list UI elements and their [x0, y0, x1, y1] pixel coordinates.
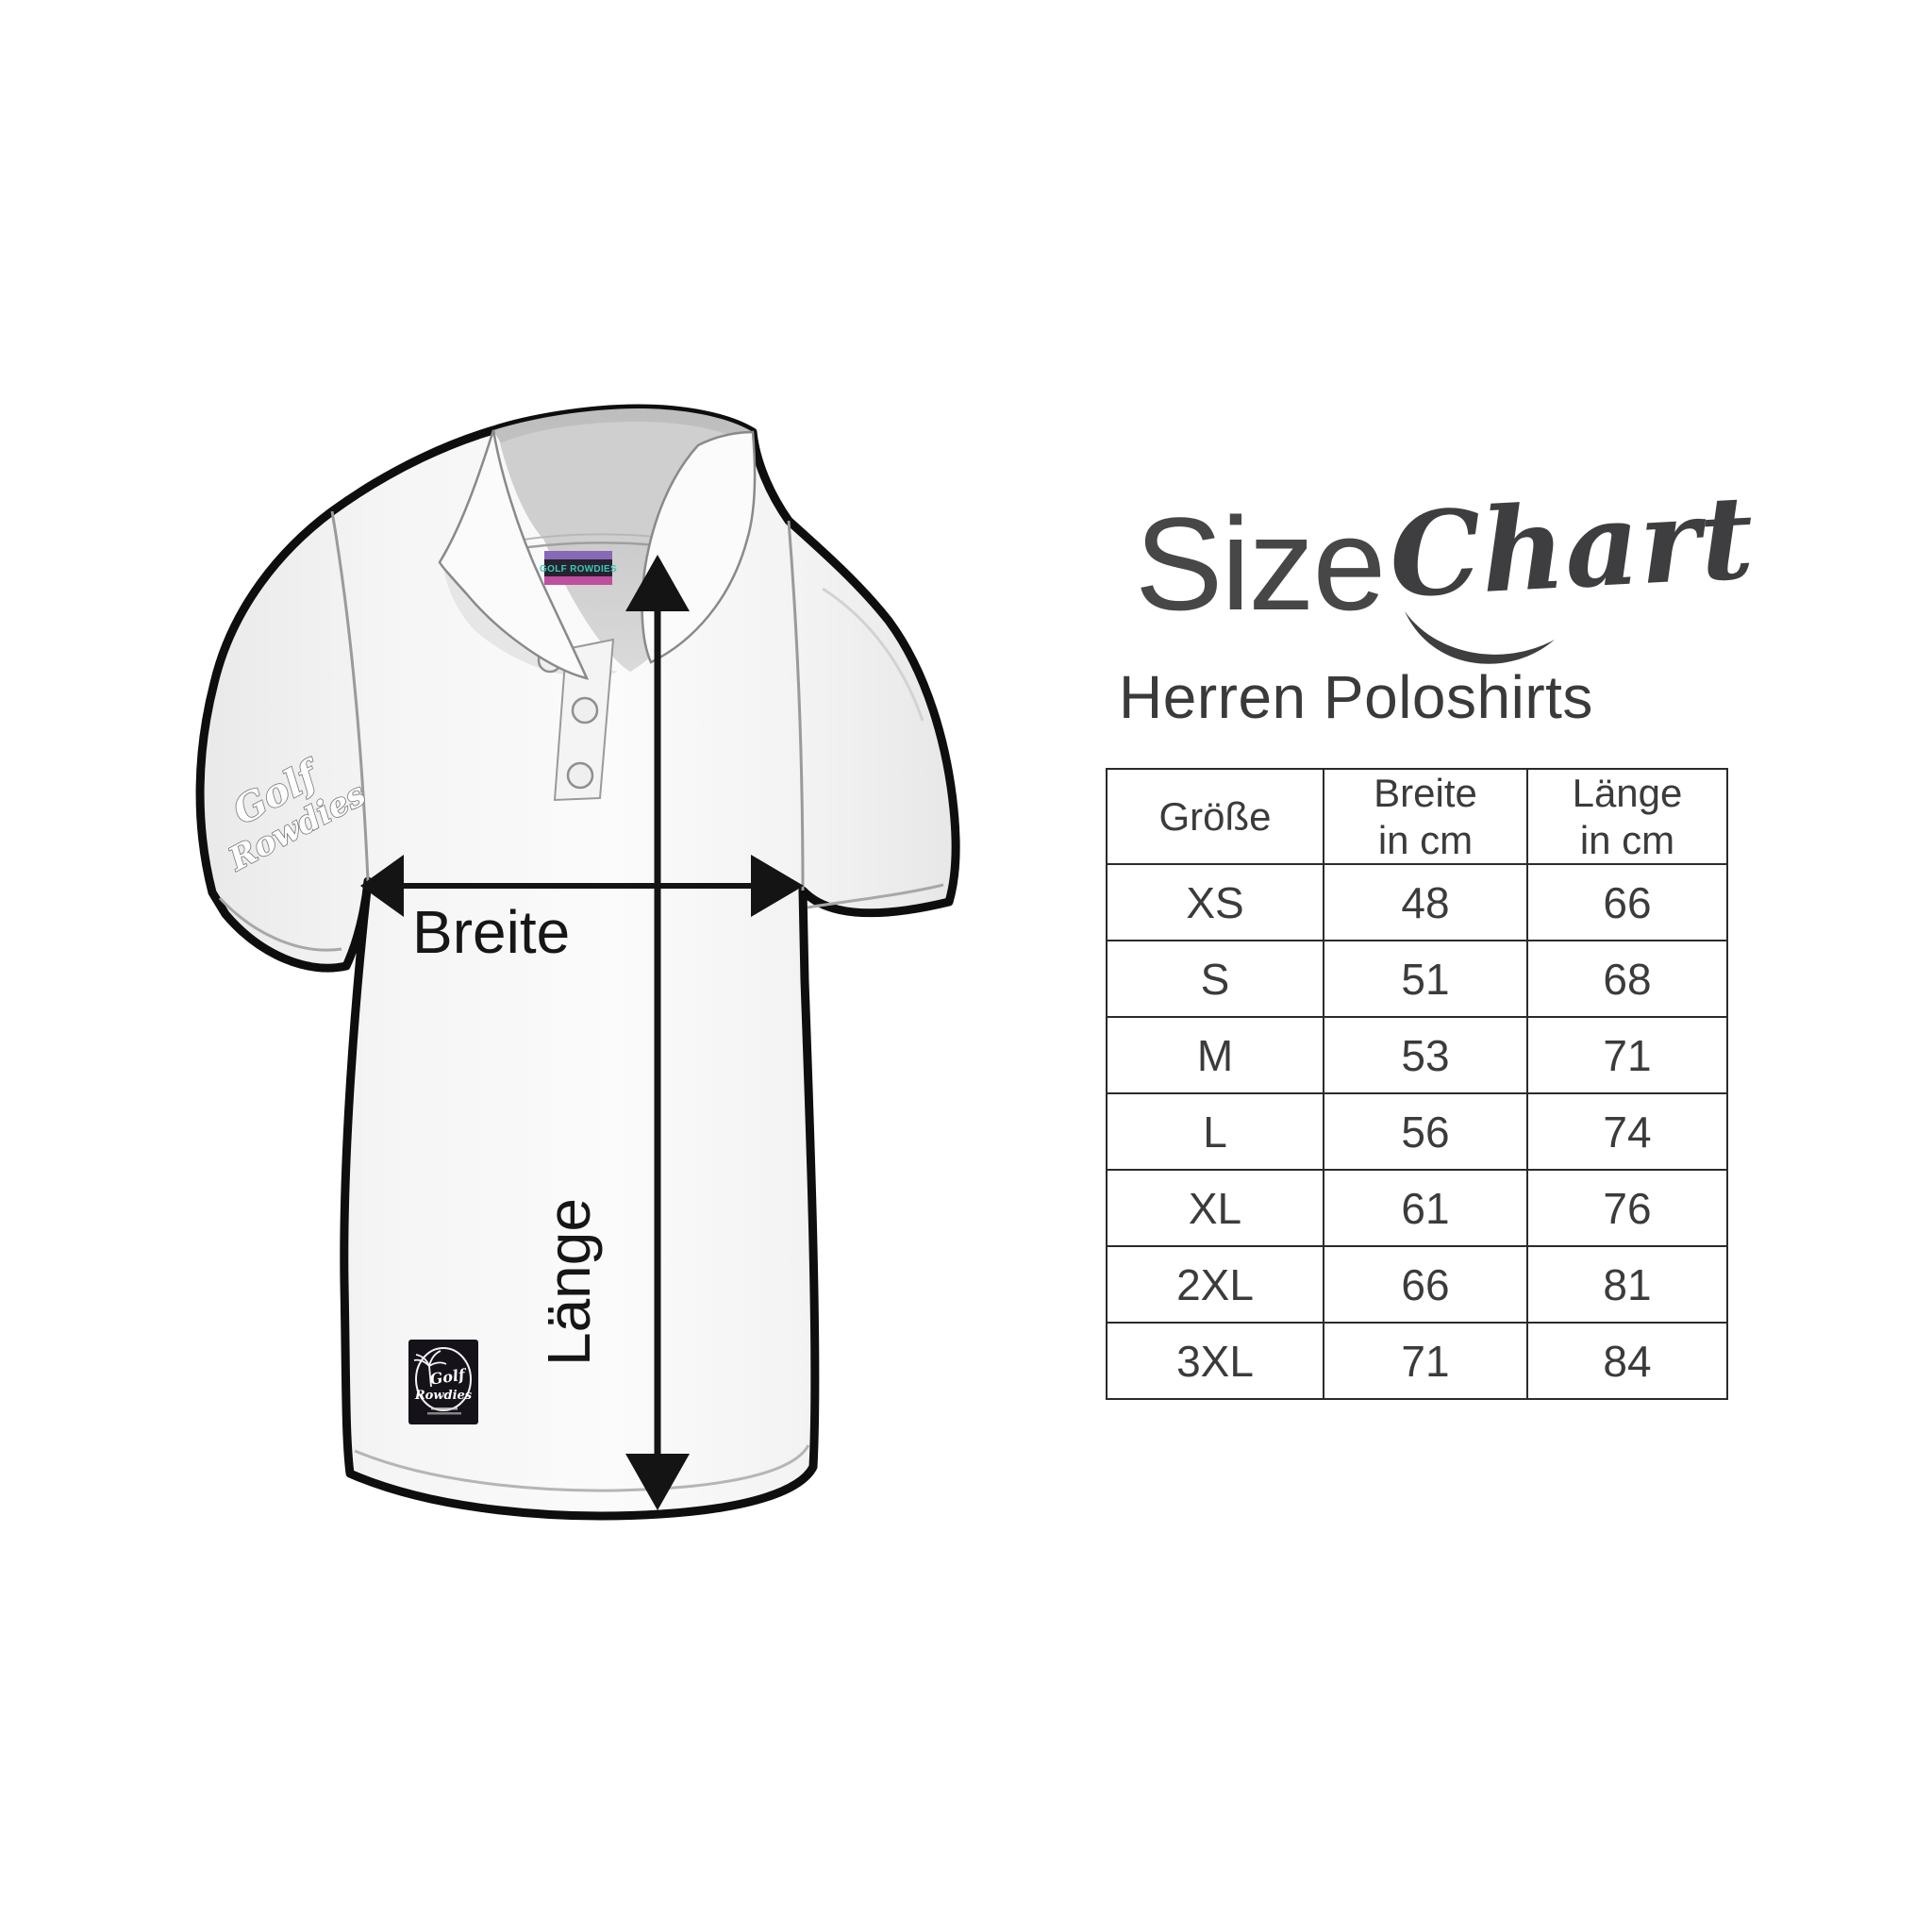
- page-title-script: Chart: [1386, 469, 1757, 624]
- length-label: Länge: [535, 1198, 603, 1366]
- patch-line2: Rowdies: [414, 1389, 473, 1403]
- table-row-l: L 56 74: [1106, 1092, 1728, 1172]
- collar-flap-left: [438, 429, 590, 680]
- breite-cell: 51: [1323, 940, 1528, 1019]
- breite-cell: 53: [1323, 1016, 1528, 1095]
- size-cell: M: [1106, 1016, 1324, 1095]
- table-row-m: M 53 71: [1106, 1016, 1728, 1095]
- length-arrowhead-bottom: [625, 1454, 690, 1510]
- col-header-laenge: Länge in cm: [1526, 767, 1728, 866]
- page-title-main: Size: [1135, 490, 1386, 638]
- palm-tree-icon: [413, 1350, 447, 1388]
- hem-seam: [354, 1444, 810, 1492]
- page-subtitle: Herren Poloshirts: [1119, 663, 1593, 731]
- breite-cell: 66: [1323, 1245, 1528, 1324]
- width-arrowhead-right: [751, 855, 804, 917]
- breite-cell: 61: [1323, 1169, 1528, 1248]
- patch-smalltext-line: [431, 1407, 458, 1410]
- shirt-body: [195, 404, 960, 1521]
- patch-smalltext-line2: [427, 1412, 461, 1415]
- button-3: [566, 761, 594, 790]
- col-header-breite: Breite in cm: [1323, 767, 1528, 866]
- col-header-breite-line2: in cm: [1377, 817, 1474, 862]
- measurement-arrows: Breite Länge: [360, 555, 804, 1510]
- right-cuff-seam: [807, 883, 944, 909]
- length-arrow: [625, 555, 690, 1510]
- table-header-row: Größe Breite in cm Länge in cm: [1106, 767, 1728, 866]
- table-row-xs: XS 48 66: [1106, 863, 1728, 942]
- col-header-laenge-line2: in cm: [1579, 817, 1675, 862]
- laenge-cell: 84: [1526, 1322, 1728, 1401]
- size-cell: 3XL: [1106, 1322, 1324, 1401]
- laenge-cell: 68: [1526, 940, 1728, 1019]
- size-cell: XS: [1106, 863, 1324, 942]
- col-header-groesse: Größe: [1106, 767, 1324, 866]
- collar-tag-text: GOLF ROWDIES: [540, 564, 617, 575]
- collar-tag: GOLF ROWDIES: [540, 551, 617, 585]
- button-2: [571, 696, 599, 724]
- size-table: Größe Breite in cm Länge in cm XS 48 66 …: [1106, 767, 1728, 1401]
- right-sleeve-seam: [787, 520, 805, 891]
- laenge-cell: 81: [1526, 1245, 1728, 1324]
- collar-tag-stripe-top: [544, 551, 612, 559]
- table-row-3xl: 3XL 71 84: [1106, 1322, 1728, 1401]
- table-row-2xl: 2XL 66 81: [1106, 1245, 1728, 1324]
- laenge-cell: 71: [1526, 1016, 1728, 1095]
- width-arrowhead-left: [360, 855, 404, 917]
- left-cuff-seam: [218, 896, 342, 952]
- width-arrow: [360, 855, 804, 917]
- collar: GOLF ROWDIES: [438, 408, 757, 802]
- col-header-laenge-line1: Länge: [1572, 771, 1683, 815]
- title-script-swash: [1405, 611, 1555, 664]
- col-header-breite-line1: Breite: [1374, 771, 1477, 815]
- breite-cell: 48: [1323, 863, 1528, 942]
- table-row-xl: XL 61 76: [1106, 1169, 1728, 1248]
- length-arrowhead-top: [625, 555, 690, 611]
- collar-tag-stripe-bottom: [544, 576, 612, 585]
- chest-shadow: [443, 566, 618, 677]
- breite-cell: 56: [1323, 1092, 1528, 1172]
- hem-patch-circle: [415, 1347, 472, 1411]
- size-cell: L: [1106, 1092, 1324, 1172]
- hem-patch: Golf Rowdies: [408, 1340, 478, 1424]
- size-cell: XL: [1106, 1169, 1324, 1248]
- laenge-cell: 74: [1526, 1092, 1728, 1172]
- polo-shirt-illustration: GOLF ROWDIES Golf Rowdies: [195, 404, 960, 1521]
- size-cell: S: [1106, 940, 1324, 1019]
- size-cell: 2XL: [1106, 1245, 1324, 1324]
- right-sleeve-crease: [822, 587, 924, 722]
- width-label: Breite: [412, 898, 570, 966]
- laenge-cell: 76: [1526, 1169, 1728, 1248]
- breite-cell: 71: [1323, 1322, 1528, 1401]
- table-row-s: S 51 68: [1106, 940, 1728, 1019]
- laenge-cell: 66: [1526, 863, 1728, 942]
- left-sleeve-seam: [330, 510, 370, 882]
